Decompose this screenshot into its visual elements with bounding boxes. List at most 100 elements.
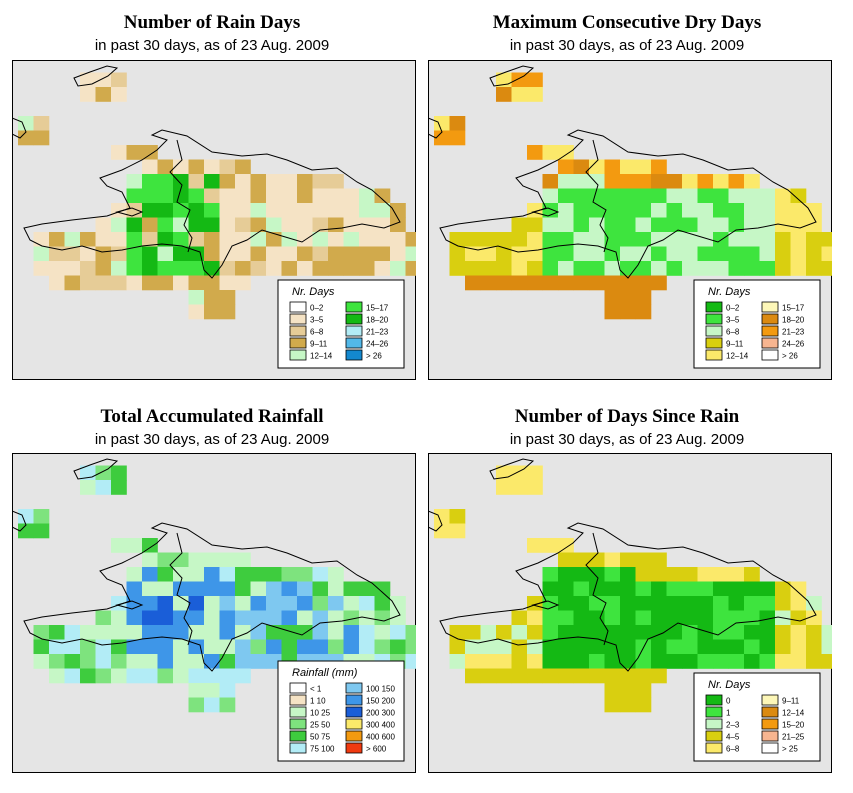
grid-cell: [95, 232, 112, 247]
grid-cell: [266, 203, 282, 218]
grid-cell: [620, 232, 636, 247]
grid-cell: [219, 261, 236, 276]
grid-cell: [480, 246, 497, 262]
grid-cell: [713, 174, 729, 189]
grid-cell: [188, 261, 205, 276]
grid-cell: [744, 639, 760, 655]
grid-cell: [18, 509, 34, 524]
grid-cell: [527, 217, 543, 233]
coastline: [12, 458, 401, 672]
grid-cell: [775, 246, 791, 262]
island-outline: [115, 207, 144, 217]
grid-cell: [390, 246, 406, 262]
grid-cell: [359, 581, 375, 597]
grid-cell: [80, 480, 96, 495]
grid-cell: [173, 625, 189, 640]
grid-cell: [496, 639, 512, 655]
grid-cell: [49, 261, 65, 276]
grid-cell: [111, 145, 127, 160]
grid-cell: [620, 261, 636, 276]
grid-cell: [343, 188, 360, 204]
grid-cell: [697, 596, 714, 611]
legend-swatch: [761, 706, 779, 718]
grid-cell: [173, 246, 189, 262]
grid-cell: [33, 523, 50, 539]
grid-cell: [728, 203, 745, 218]
legend-label: 24–26: [782, 340, 805, 349]
legend-swatch: [289, 301, 307, 313]
grid-cell: [496, 625, 512, 640]
grid-cell: [558, 232, 574, 247]
grid-cell: [666, 261, 683, 276]
grid-cell: [806, 625, 822, 640]
grid-cell: [449, 261, 466, 276]
grid-cell: [759, 610, 776, 626]
grid-cell: [744, 203, 760, 218]
grid-cell: [620, 159, 636, 175]
grid-cells: [18, 465, 416, 713]
grid-cell: [527, 639, 543, 655]
grid-cell: [713, 596, 729, 611]
grid-cell: [235, 654, 251, 669]
grid-cell: [744, 625, 760, 640]
grid-cell: [157, 174, 174, 189]
grid-cell: [542, 625, 559, 640]
grid-cell: [527, 610, 543, 626]
grid-cell: [713, 639, 729, 655]
grid-cell: [250, 567, 267, 582]
grid-cell: [728, 261, 745, 276]
grid-cell: [620, 610, 636, 626]
grid-cell: [527, 538, 543, 553]
grid-cell: [589, 668, 605, 684]
grid-cell: [297, 596, 313, 611]
grid-cell: [266, 567, 282, 582]
grid-cell: [390, 203, 406, 218]
grid-cell: [204, 552, 220, 568]
grid-cell: [157, 625, 174, 640]
grid-cell: [204, 174, 220, 189]
grid-cell: [390, 232, 406, 247]
grid-cell: [527, 275, 543, 291]
legend-label: 24–26: [366, 340, 389, 349]
panel-title-max-dry: Maximum Consecutive Dry Days: [492, 12, 762, 33]
grid-cell: [682, 639, 698, 655]
grid-cell: [744, 261, 760, 276]
grid-cell: [328, 246, 344, 262]
legend-swatch: [289, 694, 307, 706]
grid-cell: [666, 654, 683, 669]
legend-swatch: [345, 325, 363, 337]
grid-cell: [558, 639, 574, 655]
grid-cell: [359, 596, 375, 611]
grid-cell: [542, 275, 559, 291]
island-outline: [531, 207, 560, 217]
grid-cell: [157, 275, 174, 291]
grid-cell: [390, 639, 406, 655]
grid-cell: [204, 697, 220, 713]
grid-cell: [219, 625, 236, 640]
legend-swatch: [345, 313, 363, 325]
grid-cell: [511, 625, 528, 640]
grid-cell: [635, 203, 652, 218]
legend-swatch: [705, 337, 723, 349]
grid-cell: [744, 596, 760, 611]
legend-swatch: [705, 325, 723, 337]
grid-cell: [359, 261, 375, 276]
grid-cell: [188, 290, 205, 305]
legend-title: Nr. Days: [708, 679, 751, 691]
legend-swatch: [705, 349, 723, 361]
grid-cell: [713, 610, 729, 626]
grid-cell: [343, 610, 360, 626]
legend-label: 200 300: [366, 709, 395, 718]
grid-cell: [173, 174, 189, 189]
grid-cell: [142, 581, 158, 597]
grid-cell: [297, 246, 313, 262]
grid-cell: [573, 188, 590, 204]
grid-cell: [188, 232, 205, 247]
grid-cell: [527, 261, 543, 276]
grid-cell: [374, 203, 391, 218]
haiti-dr-border: [585, 532, 609, 646]
grid-cell: [297, 610, 313, 626]
grid-cell: [312, 567, 329, 582]
haiti-dr-border: [169, 139, 193, 253]
grid-cell: [328, 596, 344, 611]
